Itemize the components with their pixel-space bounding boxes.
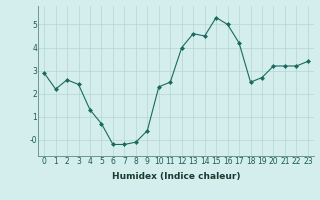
X-axis label: Humidex (Indice chaleur): Humidex (Indice chaleur): [112, 172, 240, 181]
